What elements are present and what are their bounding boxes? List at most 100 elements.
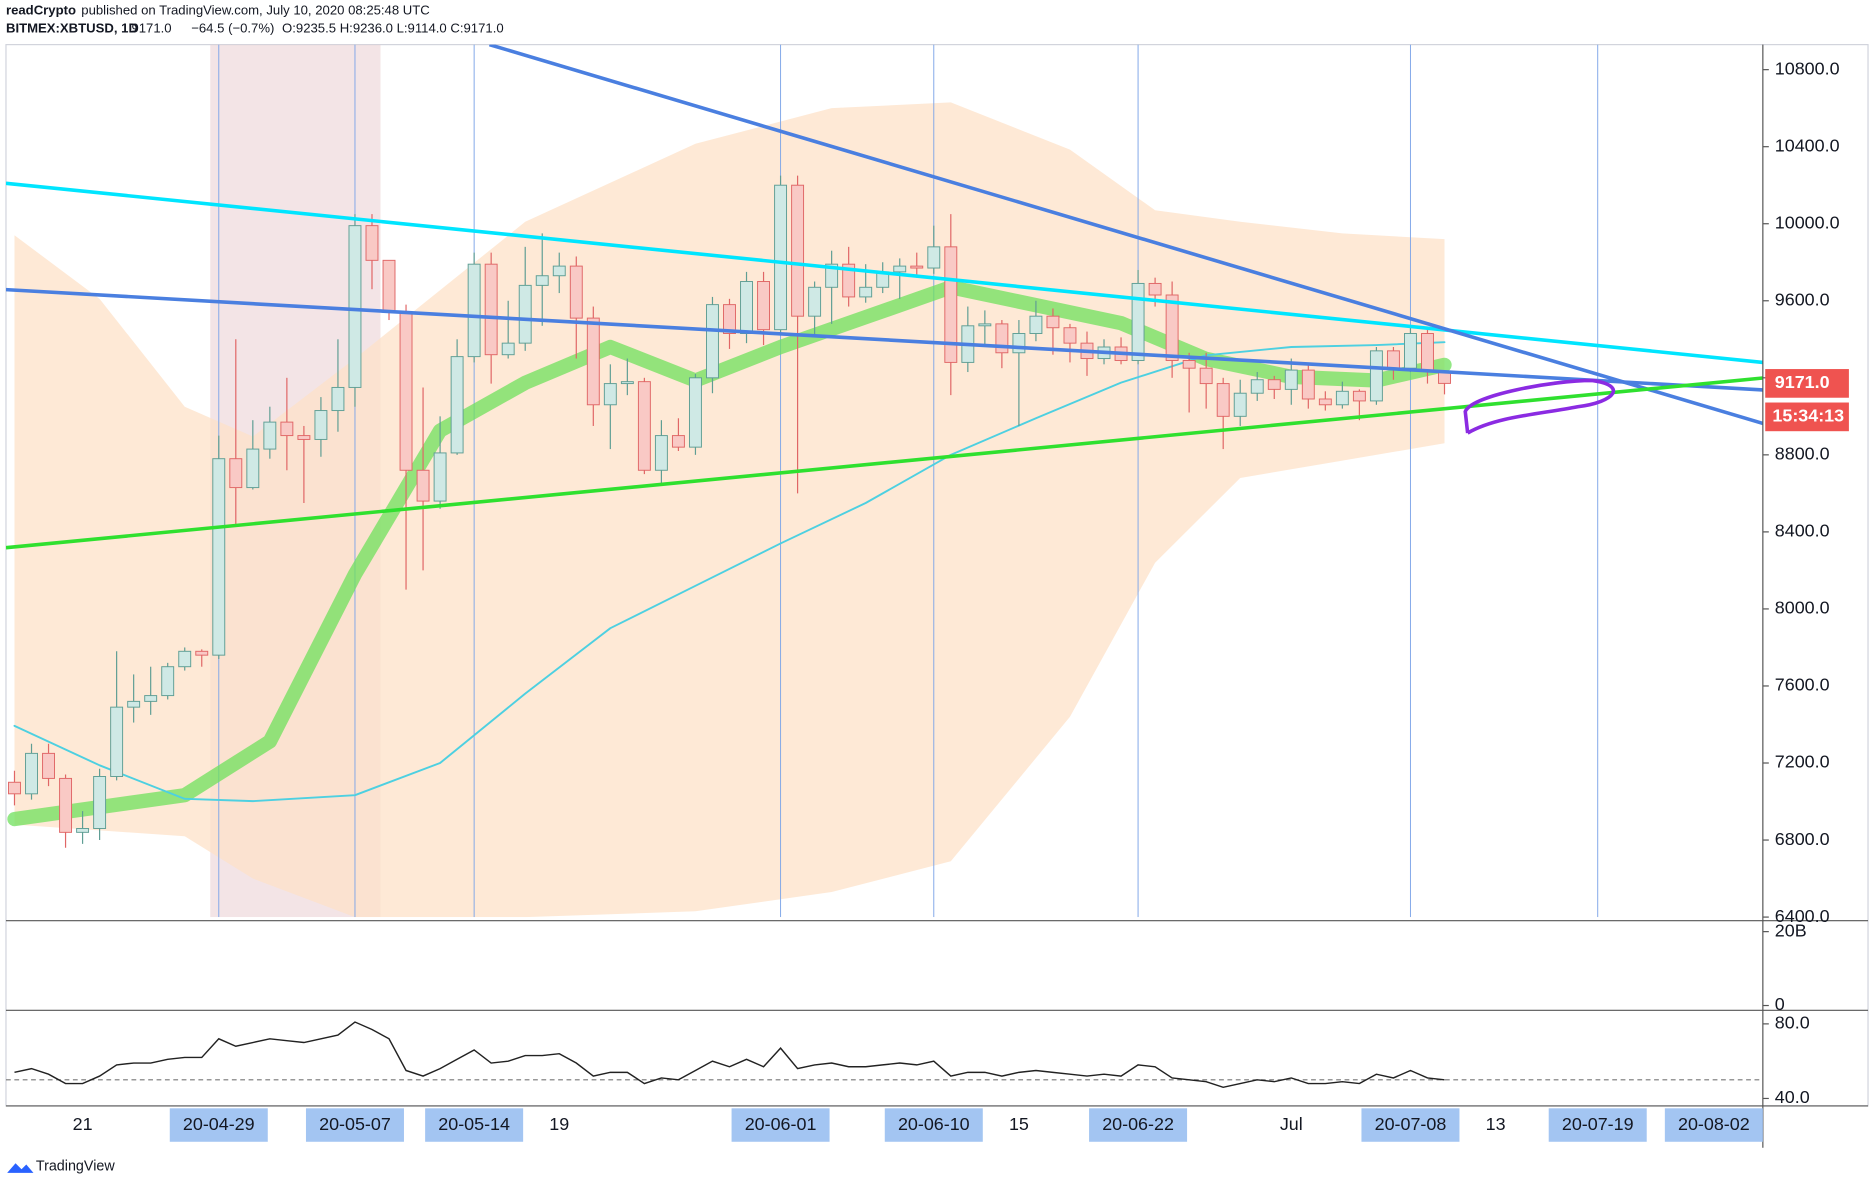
candle bbox=[569, 265, 583, 319]
candle bbox=[365, 225, 379, 261]
candle bbox=[382, 259, 396, 313]
candle bbox=[1063, 327, 1077, 344]
y-tick-label: 20B bbox=[1775, 920, 1807, 940]
indicator-line bbox=[13, 341, 1446, 803]
candle bbox=[110, 706, 124, 777]
x-tick-label: 20-07-08 bbox=[1375, 1114, 1447, 1134]
y-tick-label: 8400.0 bbox=[1775, 521, 1830, 541]
candle bbox=[1131, 282, 1145, 361]
candle bbox=[927, 246, 941, 269]
candle bbox=[212, 458, 226, 656]
candle bbox=[1404, 333, 1417, 369]
candle bbox=[1352, 390, 1366, 402]
candle bbox=[774, 184, 788, 331]
candle bbox=[552, 265, 566, 277]
y-tick-label: 8000.0 bbox=[1775, 598, 1830, 618]
countdown-box bbox=[1765, 402, 1849, 432]
candle bbox=[688, 377, 702, 448]
y-tick-label: 6400.0 bbox=[1775, 906, 1830, 926]
date-badge bbox=[1548, 1108, 1647, 1142]
rsi-line bbox=[14, 1021, 1445, 1089]
candle bbox=[637, 381, 651, 471]
x-tick-label: 20-05-07 bbox=[319, 1114, 391, 1134]
candle bbox=[331, 386, 345, 412]
x-tick-label: 19 bbox=[549, 1114, 569, 1134]
candle bbox=[791, 184, 805, 317]
candle bbox=[467, 263, 481, 358]
candle bbox=[978, 323, 992, 327]
candle bbox=[1318, 398, 1332, 406]
x-tick-label: Jul bbox=[1280, 1114, 1303, 1134]
candle bbox=[178, 650, 192, 668]
y-tick-label: 40.0 bbox=[1775, 1087, 1810, 1107]
y-tick-label: 9600.0 bbox=[1775, 290, 1830, 310]
trendline bbox=[488, 44, 1763, 426]
candle bbox=[1421, 333, 1434, 372]
candle bbox=[25, 752, 38, 795]
candle bbox=[1267, 379, 1281, 390]
trendline bbox=[5, 181, 1763, 365]
drawing bbox=[1463, 378, 1616, 435]
candle bbox=[620, 381, 634, 385]
candle bbox=[1284, 369, 1298, 390]
candle bbox=[825, 263, 839, 288]
author: readCrypto bbox=[6, 3, 76, 18]
candle bbox=[535, 275, 549, 286]
candle bbox=[433, 452, 447, 502]
price-tag-label: 9171.0 bbox=[1775, 372, 1830, 392]
symbol: BITMEX:XBTUSD, 1D bbox=[6, 21, 138, 36]
candle bbox=[1233, 392, 1247, 417]
candle bbox=[893, 265, 907, 273]
x-tick-label: 20-06-22 bbox=[1102, 1114, 1174, 1134]
candle bbox=[1182, 359, 1196, 369]
candle bbox=[706, 304, 719, 379]
date-badge bbox=[884, 1108, 983, 1142]
candle bbox=[416, 469, 430, 502]
price-tag bbox=[1765, 369, 1849, 398]
candle bbox=[59, 777, 73, 833]
candle bbox=[8, 781, 21, 795]
candle bbox=[246, 448, 260, 489]
candle bbox=[161, 666, 175, 697]
candle bbox=[1335, 390, 1349, 406]
y-tick-label: 7600.0 bbox=[1775, 675, 1830, 695]
candle bbox=[944, 246, 958, 363]
candle bbox=[501, 342, 515, 356]
candle bbox=[995, 323, 1009, 354]
candle bbox=[654, 435, 668, 471]
candle bbox=[910, 265, 924, 269]
indicator-line bbox=[7, 280, 1452, 827]
y-tick-label: 6800.0 bbox=[1775, 829, 1830, 849]
date-badge bbox=[1361, 1108, 1460, 1142]
logo bbox=[7, 1163, 34, 1173]
x-tick-label: 13 bbox=[1486, 1114, 1506, 1134]
change: −64.5 (−0.7%) bbox=[191, 21, 274, 36]
date-badge bbox=[1664, 1108, 1763, 1142]
candle bbox=[671, 435, 685, 448]
ohlc: O:9235.5 H:9236.0 L:9114.0 C:9171.0 bbox=[282, 21, 504, 36]
y-tick-label: 7200.0 bbox=[1775, 752, 1830, 772]
candle bbox=[1301, 369, 1315, 400]
candle bbox=[1148, 282, 1162, 296]
envelope bbox=[14, 102, 1445, 918]
candle bbox=[399, 311, 413, 471]
candle bbox=[1216, 383, 1230, 417]
candle bbox=[1012, 333, 1026, 354]
last-price: 9171.0 bbox=[131, 21, 171, 36]
y-tick-label: 80.0 bbox=[1775, 1013, 1810, 1033]
date-badge bbox=[425, 1108, 524, 1142]
candle bbox=[144, 695, 158, 702]
candle bbox=[1029, 315, 1043, 334]
candle bbox=[348, 225, 362, 388]
x-tick-label: 20-06-01 bbox=[745, 1114, 817, 1134]
x-tick-label: 20-07-19 bbox=[1562, 1114, 1634, 1134]
y-tick-label: 0 bbox=[1775, 994, 1785, 1014]
candle bbox=[93, 776, 107, 829]
date-badge bbox=[169, 1108, 268, 1142]
x-tick-label: 21 bbox=[73, 1114, 93, 1134]
x-tick-label: 20-06-10 bbox=[898, 1114, 970, 1134]
x-tick-label: 20-08-02 bbox=[1678, 1114, 1750, 1134]
candle bbox=[518, 284, 532, 344]
candle bbox=[76, 828, 90, 833]
